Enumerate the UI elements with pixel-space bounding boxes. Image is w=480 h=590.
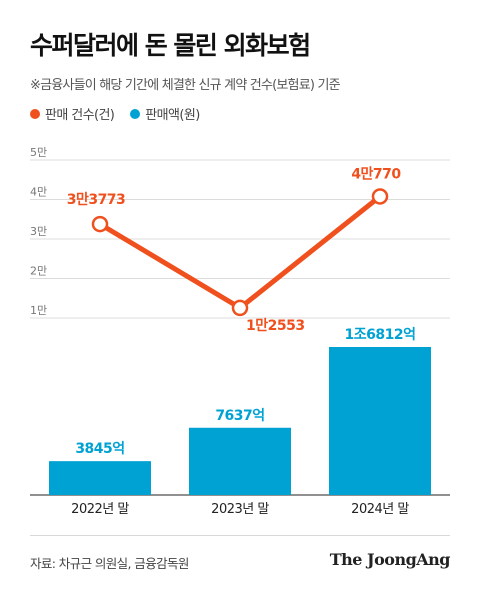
y-tick-label: 4만 bbox=[30, 186, 47, 199]
line-value-label: 4만770 bbox=[351, 166, 401, 182]
y-tick-label: 3만 bbox=[30, 225, 47, 238]
bar-value-label: 1조6812억 bbox=[345, 327, 416, 343]
bar-value-label: 7637억 bbox=[215, 408, 264, 424]
legend-dot-count bbox=[30, 108, 40, 119]
x-tick-label: 2023년 말 bbox=[211, 502, 269, 517]
brand-logo: The JoongAng bbox=[329, 550, 451, 569]
x-tick-label: 2024년 말 bbox=[351, 502, 409, 517]
line-value-label: 1만2553 bbox=[246, 318, 305, 334]
line-point bbox=[371, 188, 389, 205]
y-tick-label: 1만 bbox=[30, 304, 47, 317]
chart-subtitle: ※금융사들이 해당 기간에 체결한 신규 계약 건수(보험료) 기준 bbox=[30, 78, 341, 93]
line-value-label: 3만3773 bbox=[67, 192, 126, 208]
legend-dot-amount bbox=[130, 108, 141, 119]
legend-label-amount: 판매액(원) bbox=[145, 108, 200, 123]
bar bbox=[329, 347, 431, 495]
legend-label-count: 판매 건수(건) bbox=[45, 108, 115, 123]
legend-item-count: 판매 건수(건) bbox=[30, 104, 115, 123]
line-point bbox=[91, 215, 109, 233]
footer-divider bbox=[30, 535, 450, 536]
line-point bbox=[231, 299, 249, 317]
source-note: 자료: 차규근 의원실, 금융감독원 bbox=[30, 556, 189, 571]
bar bbox=[189, 427, 291, 495]
bar-value-label: 3845억 bbox=[75, 441, 124, 457]
legend: 판매 건수(건) 판매액(원) bbox=[30, 104, 216, 123]
legend-item-amount: 판매액(원) bbox=[130, 104, 200, 123]
x-tick-label: 2022년 말 bbox=[71, 502, 129, 517]
y-tick-label: 5만 bbox=[30, 146, 47, 159]
chart-title: 수퍼달러에 돈 몰린 외화보험 bbox=[30, 31, 311, 60]
bar bbox=[49, 461, 151, 495]
chart-area: 1만 2만 3만 4만 5만 3845억 7637억 1조6812억 2022년 말 2023년 … bbox=[30, 146, 450, 517]
line-series bbox=[98, 194, 382, 311]
y-tick-label: 2만 bbox=[30, 265, 47, 278]
